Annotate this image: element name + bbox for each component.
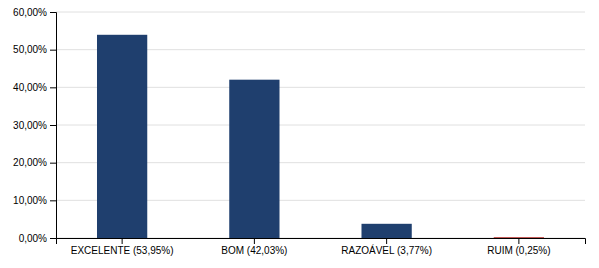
y-tick: 50,00% xyxy=(13,44,56,55)
grid-line xyxy=(56,12,585,13)
y-tick: 0,00% xyxy=(19,233,56,244)
y-tick-mark xyxy=(50,12,56,13)
y-tick-label: 50,00% xyxy=(13,44,47,55)
y-tick-mark xyxy=(50,238,56,239)
y-axis-line xyxy=(50,13,57,239)
y-tick-label: 30,00% xyxy=(13,120,47,131)
x-tick-mark xyxy=(254,238,255,244)
y-tick-mark xyxy=(50,87,56,88)
bars xyxy=(97,35,544,238)
x-axis: EXCELENTE (53,95%) BOM (42,03%) RAZOÁVEL (… xyxy=(57,238,586,256)
bar xyxy=(494,237,544,238)
y-tick-label: 10,00% xyxy=(13,195,47,206)
bar xyxy=(229,80,279,238)
y-tick-mark xyxy=(50,200,56,201)
y-tick-label: 60,00% xyxy=(13,7,47,18)
y-tick: 20,00% xyxy=(13,157,56,168)
x-axis-line xyxy=(57,239,586,245)
x-tick-mark xyxy=(518,238,519,244)
y-tick-mark xyxy=(50,163,56,164)
y-tick: 40,00% xyxy=(13,82,56,93)
y-tick: 60,00% xyxy=(13,7,56,18)
y-tick-mark xyxy=(50,125,56,126)
x-tick-label: RAZOÁVEL (3,77%) xyxy=(341,244,432,256)
chart: 0,00% 10,00% 20,00% 30,00% 40,00% 50,00% 60,00… xyxy=(0,0,599,268)
y-tick: 10,00% xyxy=(13,195,56,206)
x-tick: BOM (42,03%) xyxy=(221,238,287,256)
x-tick-mark xyxy=(386,238,387,244)
x-tick: RUIM (0,25%) xyxy=(487,238,550,256)
grid xyxy=(56,12,585,238)
x-tick: RAZOÁVEL (3,77%) xyxy=(341,238,432,256)
y-tick-mark xyxy=(50,50,56,51)
x-tick-label: EXCELENTE (53,95%) xyxy=(71,245,174,256)
plot: 0,00% 10,00% 20,00% 30,00% 40,00% 50,00% 60,00… xyxy=(13,7,585,256)
y-tick-label: 40,00% xyxy=(13,82,47,93)
y-tick: 30,00% xyxy=(13,120,56,131)
x-tick: EXCELENTE (53,95%) xyxy=(71,238,174,256)
bar xyxy=(361,224,411,238)
y-axis: 0,00% 10,00% 20,00% 30,00% 40,00% 50,00% 60,00… xyxy=(13,7,56,244)
bar xyxy=(97,35,147,238)
x-tick-label: RUIM (0,25%) xyxy=(487,245,550,256)
x-tick-mark xyxy=(122,238,123,244)
x-tick-label: BOM (42,03%) xyxy=(221,245,287,256)
y-tick-label: 0,00% xyxy=(19,233,47,244)
y-tick-label: 20,00% xyxy=(13,157,47,168)
